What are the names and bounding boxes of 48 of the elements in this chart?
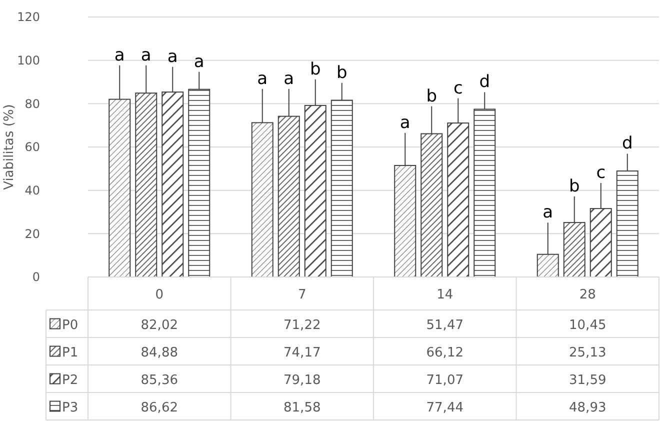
data-label: 85,36 [140,372,178,388]
data-label: 10,45 [569,318,606,333]
data-label: 48,93 [569,400,606,416]
annotation: a [194,52,204,72]
legend-label: P2 [62,372,78,388]
x-tick-label: 0 [155,288,164,302]
x-tick-label: 7 [298,288,306,302]
y-tick-label: 120 [17,10,40,24]
legend-label: P0 [62,318,78,333]
data-label: 74,17 [284,345,321,360]
data-label: 71,07 [426,372,464,388]
y-tick-label: 80 [24,96,40,111]
data-label: 51,47 [426,318,464,333]
annotation: a [542,202,554,223]
annotation: b [310,59,321,80]
annotation: a [400,112,410,133]
data-label: 86,62 [140,400,178,416]
annotation: b [568,176,580,196]
data-label: 82,02 [140,318,178,333]
annotation: a [284,68,294,89]
legend-label: P1 [62,345,78,360]
annotation: a [167,46,178,67]
annotation: a [140,45,152,66]
data-label: 71,22 [284,318,321,333]
annotation: c [596,162,606,183]
data-label: 66,12 [426,345,464,360]
annotation: b [336,62,348,83]
annotation: a [114,45,125,66]
y-tick-label: 60 [24,140,40,154]
x-tick-label: 28 [579,288,596,302]
y-tick-label: 20 [24,226,40,241]
x-tick-label: 14 [436,288,454,302]
data-label: 84,88 [140,345,178,360]
annotation: a [257,68,268,89]
data-label: 25,13 [569,345,606,360]
y-tick-label: 40 [24,184,40,198]
data-label: 79,18 [284,372,321,388]
data-label: 81,58 [284,400,321,416]
annotation: b [426,86,438,106]
annotation: d [479,72,490,92]
annotation: d [622,134,633,154]
y-tick-label: 100 [17,54,40,68]
y-axis-title: Viabilitas (%) [2,104,17,190]
data-label: 31,59 [569,372,606,388]
annotation: c [453,78,463,98]
data-label: 77,44 [426,400,464,416]
legend-label: P3 [62,400,78,416]
y-tick-label: 0 [32,270,40,284]
